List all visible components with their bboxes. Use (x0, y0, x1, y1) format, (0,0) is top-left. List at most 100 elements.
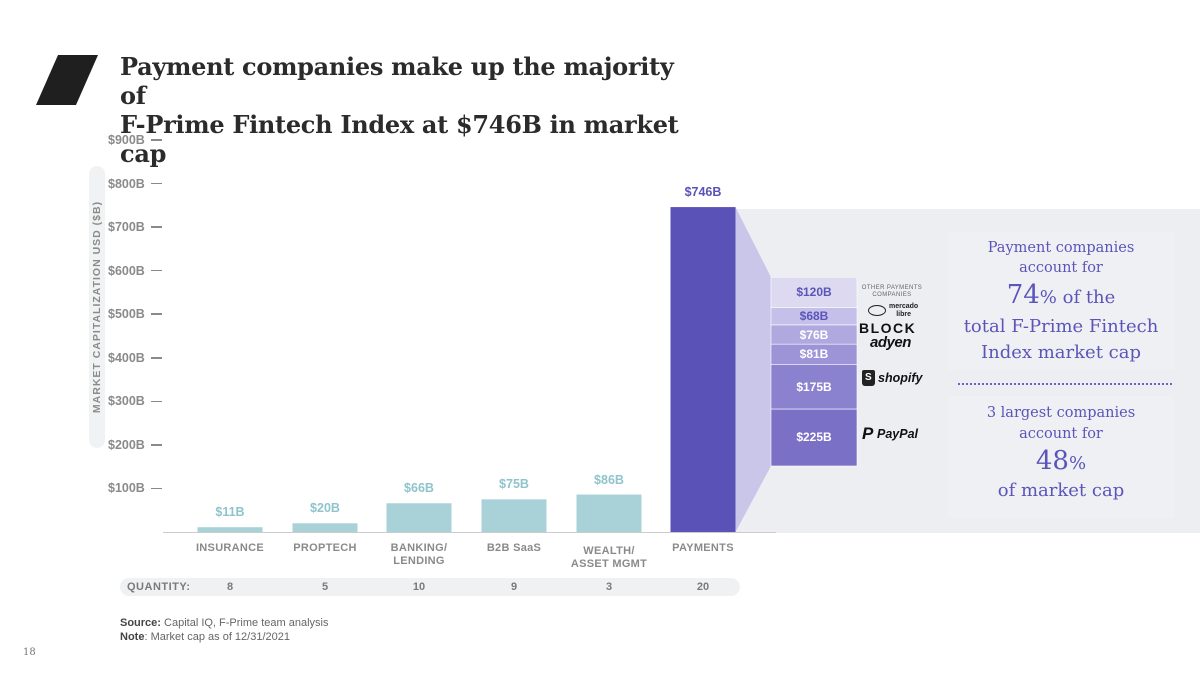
quantity-value: 10 (412, 581, 426, 593)
bar-2 (386, 503, 452, 532)
callout-top-line-1: Payment companies (987, 240, 1135, 256)
callout-bottom-big-number: 48 (1035, 446, 1069, 476)
y-tick-label: $100B (108, 481, 178, 495)
callout-top-line-5: Index market cap (980, 342, 1141, 363)
y-tick-mark (150, 313, 162, 315)
y-tick-text: $100B (108, 481, 145, 496)
y-tick-label: $500B (108, 307, 178, 321)
bar-value-label: $11B (215, 505, 245, 520)
other-payments-line-1: OTHER PAYMENTS (861, 285, 923, 291)
mercado-libre-line-2: libre (896, 310, 911, 318)
category-label-line: INSURANCE (195, 542, 265, 554)
callout-top-percent-suffix: % of the (1039, 287, 1116, 308)
bar-1 (292, 523, 358, 532)
page-number: 18 (23, 647, 36, 658)
y-tick-mark (150, 269, 162, 272)
y-tick-text: $200B (108, 437, 145, 452)
y-axis-label-text: MARKET CAPITALIZATION USD ($B) (91, 200, 103, 414)
bar-payments (670, 207, 736, 532)
bar-value-label: $86B (594, 472, 624, 487)
quantity-value: 20 (696, 581, 710, 593)
callout-bottom-line-4: of market cap (997, 480, 1125, 501)
breakdown-segment-label: $175B (796, 379, 832, 394)
shopify-logo-text: shopify (878, 371, 923, 385)
category-label-line: BANKING/ (390, 542, 448, 554)
other-payments-label: OTHER PAYMENTS COMPANIES (858, 285, 926, 299)
callout-bottom-line-1: 3 largest companies (986, 405, 1136, 421)
callout-top-percent: 74% of the (948, 280, 1174, 311)
callout-bottom-line-2: account for (1019, 426, 1103, 442)
y-tick-mark (150, 444, 162, 446)
title-line-1: Payment companies make up the majority o… (120, 52, 674, 110)
breakdown-segment-label: $225B (796, 430, 832, 445)
note-label: Note (120, 631, 145, 643)
y-tick-label: $900B (108, 133, 178, 147)
callout-bottom-percent-sign: % (1068, 453, 1087, 474)
note-text: : Market cap as of 12/31/2021 (144, 631, 290, 643)
source-text: Capital IQ, F-Prime team analysis (160, 617, 329, 629)
callout-top-line-4: total F-Prime Fintech (963, 316, 1159, 337)
mercado-libre-line-1: mercado (889, 303, 919, 310)
quantity-value: 5 (321, 581, 329, 593)
y-axis-label: MARKET CAPITALIZATION USD ($B) (89, 166, 105, 448)
category-label: WEALTH/ASSET MGMT (554, 545, 664, 571)
paypal-logo: PayPal (862, 424, 918, 444)
category-label-line: LENDING (393, 555, 445, 567)
y-tick-text: $700B (108, 220, 145, 235)
breakdown-segment-label: $68B (799, 309, 829, 324)
shopify-logo: shopify (862, 368, 922, 388)
bar-value-label: $66B (404, 481, 434, 496)
y-tick-label: $200B (108, 438, 178, 452)
bar-value-label: $75B (499, 477, 529, 492)
quantity-value: 3 (605, 581, 613, 593)
y-tick-label: $400B (108, 351, 178, 365)
y-tick-mark (150, 139, 162, 141)
category-label-line: WEALTH/ (583, 545, 635, 557)
y-tick-text: $800B (108, 176, 145, 191)
y-tick-text: $900B (108, 133, 145, 147)
breakdown-segment-label: $81B (799, 347, 829, 362)
y-tick-mark (150, 182, 162, 185)
y-tick-label: $300B (108, 394, 178, 408)
quantity-strip (120, 578, 740, 596)
category-label-line: PROPTECH (293, 542, 357, 554)
page-title: Payment companies make up the majority o… (120, 52, 680, 168)
paypal-p-icon (862, 424, 874, 444)
block-logo: BLOCK (859, 320, 917, 336)
callout-bottom-box (948, 396, 1174, 518)
category-label: B2B SaaS (459, 542, 569, 555)
callout-top-big-number: 74 (1006, 280, 1040, 310)
title-line-2: F-Prime Fintech Index at $746B in market… (120, 110, 679, 168)
callout-top-box (948, 232, 1174, 370)
category-label-line: B2B SaaS (486, 542, 542, 554)
bar-0 (197, 527, 263, 532)
category-label: INSURANCE (175, 542, 285, 555)
breakdown-segment-label: $120B (796, 285, 832, 300)
paypal-logo-text: PayPal (877, 427, 919, 441)
category-label-line: ASSET MGMT (570, 558, 648, 570)
quantity-value: 8 (226, 581, 234, 593)
bar-value-label: $746B (684, 185, 722, 200)
note-line: Note: Market cap as of 12/31/2021 (120, 630, 328, 644)
other-payments-line-2: COMPANIES (872, 292, 912, 298)
brand-logo-icon (36, 55, 98, 105)
category-label: BANKING/LENDING (364, 542, 474, 568)
category-label: PAYMENTS (648, 542, 758, 555)
category-label-line: PAYMENTS (672, 542, 734, 554)
mercado-libre-logo: mercado libre (868, 303, 926, 318)
adyen-logo: adyen (870, 334, 911, 351)
source-label: Source: (120, 617, 161, 629)
bar-value-label: $20B (310, 501, 340, 516)
y-tick-mark (150, 357, 162, 359)
y-tick-text: $300B (108, 394, 145, 409)
y-tick-text: $500B (108, 307, 145, 322)
category-label: PROPTECH (270, 542, 380, 555)
y-tick-mark (150, 400, 162, 403)
bar-4 (576, 494, 642, 532)
y-tick-text: $400B (108, 350, 145, 365)
y-tick-mark (150, 226, 162, 228)
quantity-label: QUANTITY: (127, 581, 191, 593)
shopify-bag-icon (862, 370, 875, 386)
y-tick-label: $800B (108, 177, 178, 191)
y-tick-label: $600B (108, 264, 178, 278)
